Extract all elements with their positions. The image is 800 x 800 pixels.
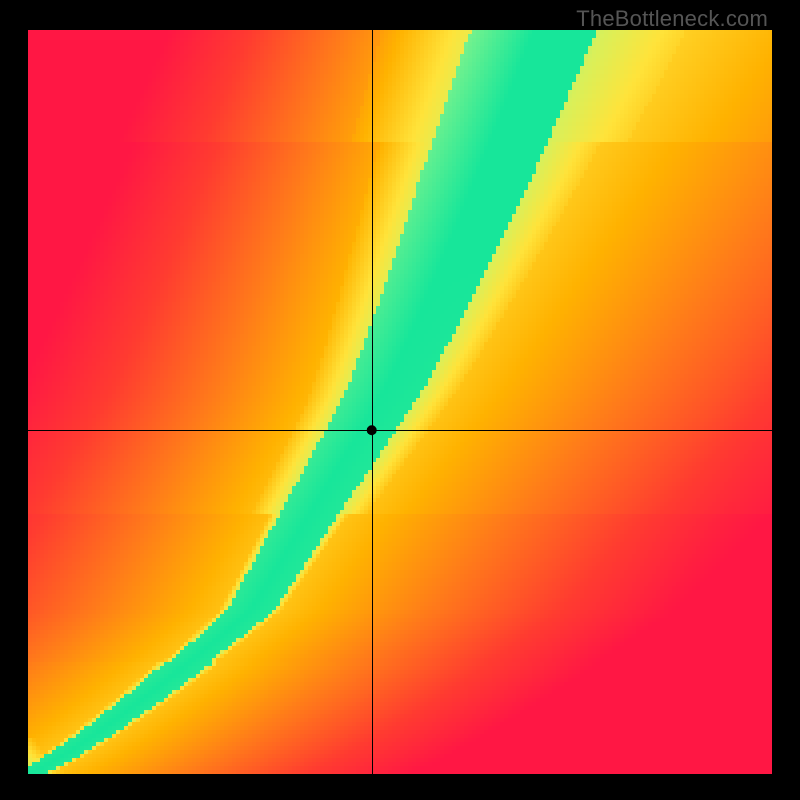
watermark-text: TheBottleneck.com xyxy=(576,6,768,32)
bottleneck-heatmap xyxy=(28,30,772,774)
